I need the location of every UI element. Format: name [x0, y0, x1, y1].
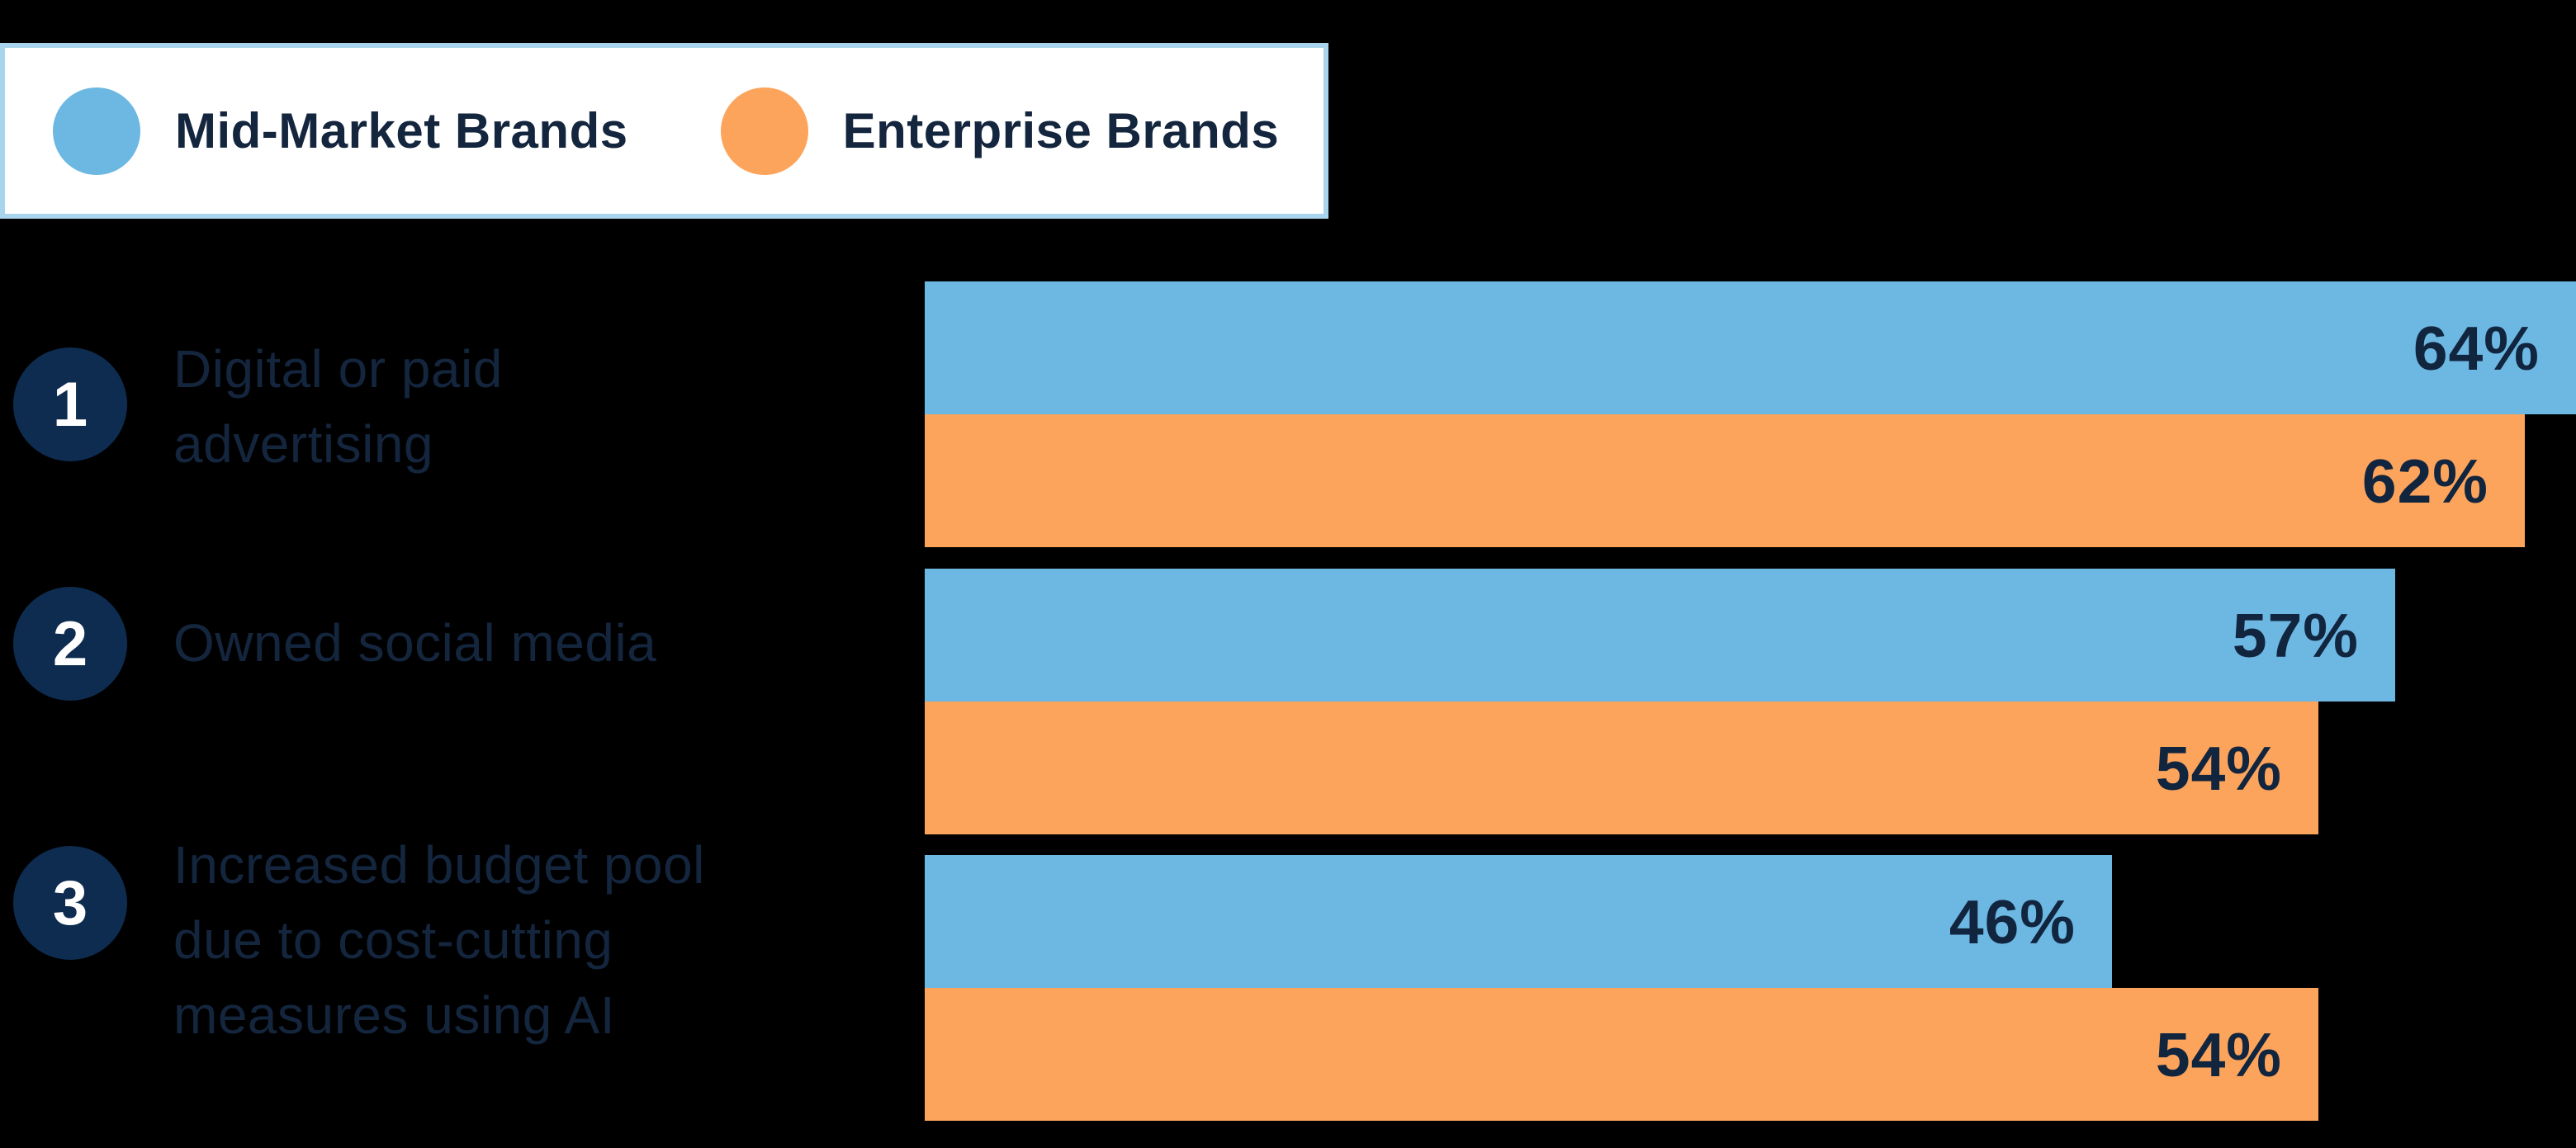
bar-enterprise-1: 62% [925, 414, 2525, 547]
category-label-line: due to cost-cutting [173, 910, 613, 970]
category-label-line: Owned social media [173, 613, 657, 673]
bar-mid-market-2: 57% [925, 569, 2395, 702]
bar-mid-market-3: 46% [925, 855, 2112, 988]
category-label-2: Owned social media [173, 606, 656, 681]
bar-enterprise-2: 54% [925, 702, 2318, 834]
legend-item-mid-market: Mid-Market Brands [53, 87, 628, 175]
bar-mid-market-1: 64% [925, 281, 2576, 414]
bar-value-label: 54% [2155, 1019, 2282, 1089]
legend-swatch-enterprise-icon [720, 87, 808, 175]
bar-enterprise-3: 54% [925, 988, 2318, 1121]
legend-label-enterprise: Enterprise Brands [842, 103, 1280, 158]
category-label-line: Digital or paid [173, 339, 503, 399]
rank-badge-3: 3 [13, 846, 127, 960]
rank-badge-2: 2 [13, 587, 127, 701]
rank-badge-1: 1 [13, 347, 127, 461]
category-label-line: Increased budget pool [173, 835, 705, 895]
legend-item-enterprise: Enterprise Brands [720, 87, 1280, 175]
legend-swatch-mid-market-icon [53, 87, 140, 175]
bar-value-label: 62% [2361, 446, 2488, 516]
bar-value-label: 57% [2232, 600, 2359, 670]
legend: Mid-Market Brands Enterprise Brands [0, 43, 1328, 219]
legend-label-mid-market: Mid-Market Brands [175, 103, 628, 158]
bar-value-label: 54% [2155, 733, 2282, 803]
category-label-line: measures using AI [173, 985, 615, 1045]
category-label-1: Digital or paid advertising [173, 332, 503, 482]
category-label-3: Increased budget pool due to cost-cutting… [173, 828, 705, 1053]
category-label-line: advertising [173, 414, 433, 474]
bar-value-label: 64% [2413, 313, 2540, 383]
bar-value-label: 46% [1949, 886, 2076, 957]
